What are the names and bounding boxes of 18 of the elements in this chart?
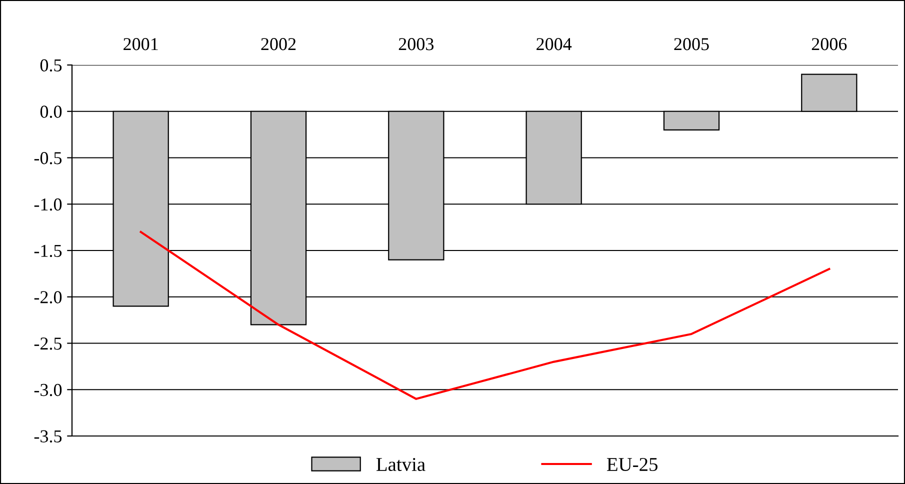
x-tick-label: 2001 [124, 38, 158, 50]
y-tick-label: -1.0 [34, 198, 62, 211]
x-tick-label: 2006 [812, 38, 847, 50]
legend-label: EU-25 [606, 458, 658, 472]
y-tick-label: 0.0 [40, 106, 62, 118]
y-tick-label: -1.5 [34, 244, 62, 258]
y-tick-label: 0.5 [40, 59, 62, 72]
y-tick-label: -3.0 [34, 384, 62, 396]
x-tick-label: 2002 [261, 38, 296, 50]
line-series [140, 230, 830, 400]
x-tick-label: 2004 [536, 38, 572, 50]
y-tick-label: -0.5 [34, 152, 62, 164]
y-tick-label: -2.5 [34, 338, 62, 350]
x-tick-label: 2003 [398, 38, 434, 50]
y-tick-label: -2.0 [34, 291, 62, 304]
legend-label: Latvia [376, 458, 426, 472]
y-tick-label: -3.5 [34, 430, 62, 443]
x-tick-label: 2005 [674, 38, 709, 50]
